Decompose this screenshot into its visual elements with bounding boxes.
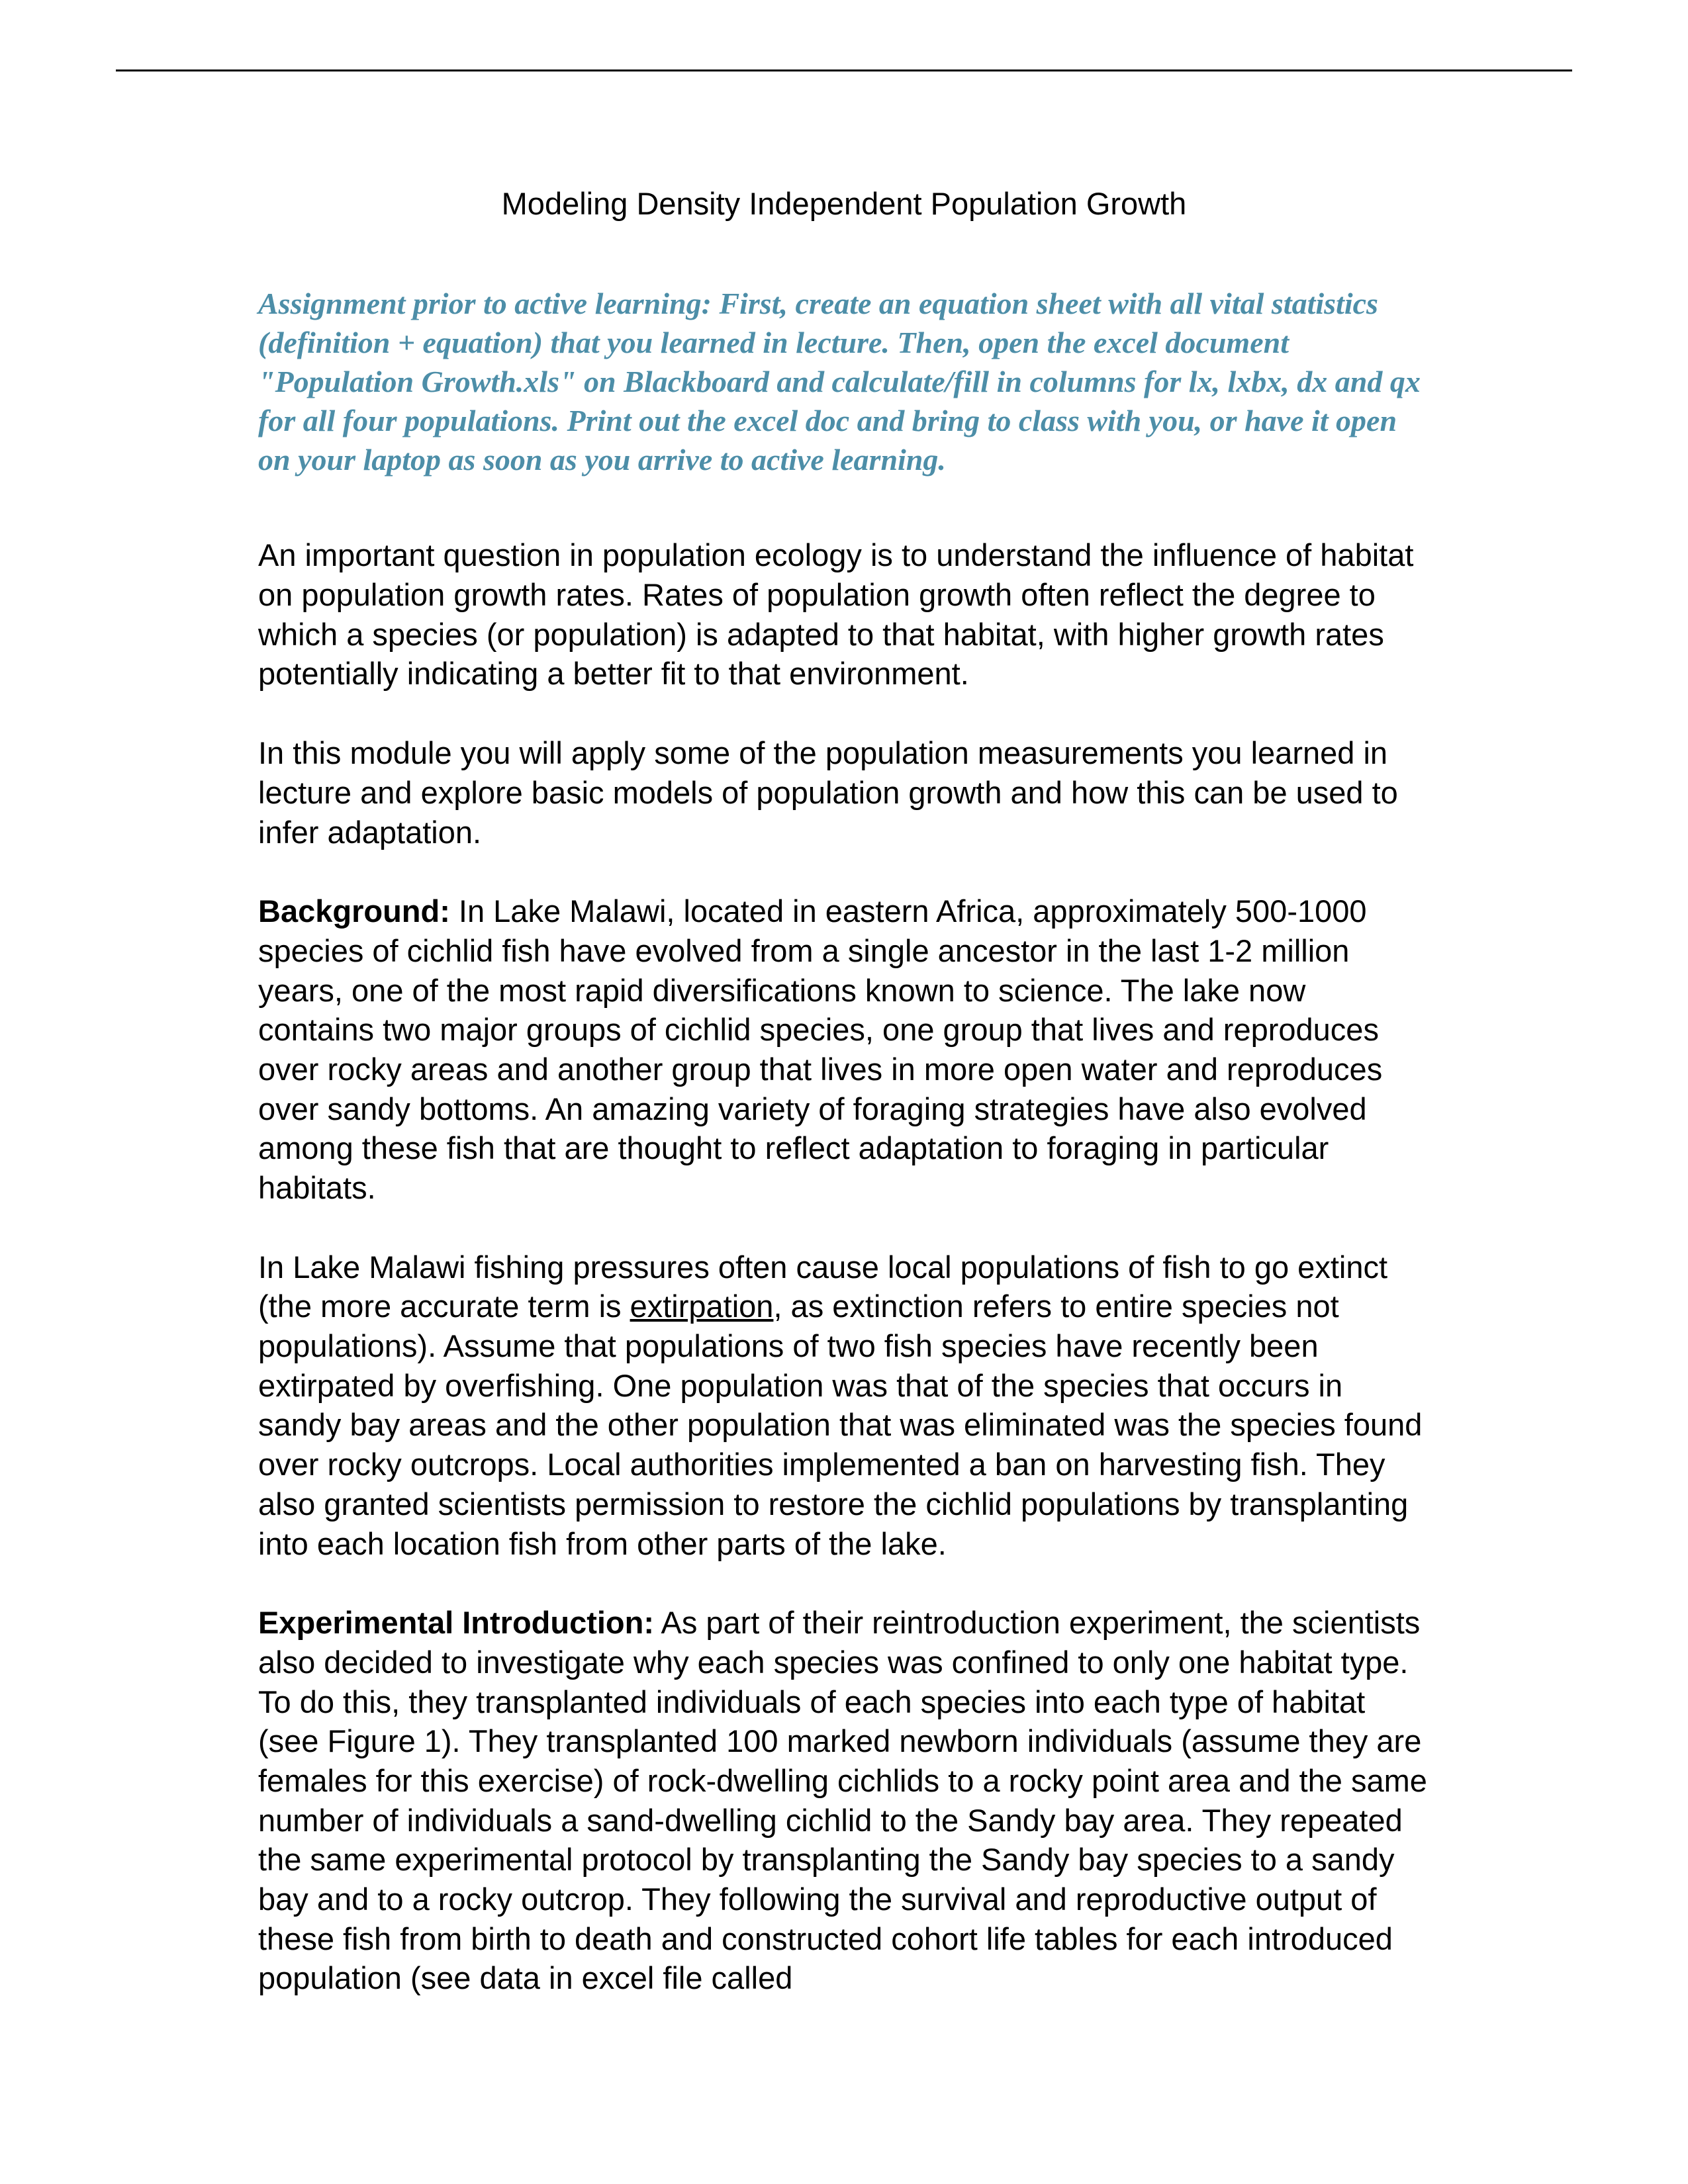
- experimental-paragraph: Experimental Introduction: As part of th…: [258, 1603, 1430, 1998]
- document-content: Modeling Density Independent Population …: [258, 185, 1430, 2038]
- experimental-label: Experimental Introduction:: [258, 1605, 654, 1640]
- experimental-text: As part of their reintroduction experime…: [258, 1605, 1427, 1995]
- extirpation-paragraph: In Lake Malawi fishing pressures often c…: [258, 1248, 1430, 1564]
- document-title: Modeling Density Independent Population …: [258, 185, 1430, 222]
- intro-paragraph-1: An important question in population ecol…: [258, 535, 1430, 694]
- extirpation-after: , as extinction refers to entire species…: [258, 1289, 1422, 1561]
- intro-paragraph-2: In this module you will apply some of th…: [258, 733, 1430, 852]
- background-paragraph: Background: In Lake Malawi, located in e…: [258, 891, 1430, 1208]
- assignment-note: Assignment prior to active learning: Fir…: [258, 285, 1430, 479]
- extirpation-word: extirpation: [630, 1289, 774, 1324]
- header-divider-line: [116, 69, 1572, 71]
- background-text: In Lake Malawi, located in eastern Afric…: [258, 893, 1382, 1205]
- background-label: Background:: [258, 893, 450, 929]
